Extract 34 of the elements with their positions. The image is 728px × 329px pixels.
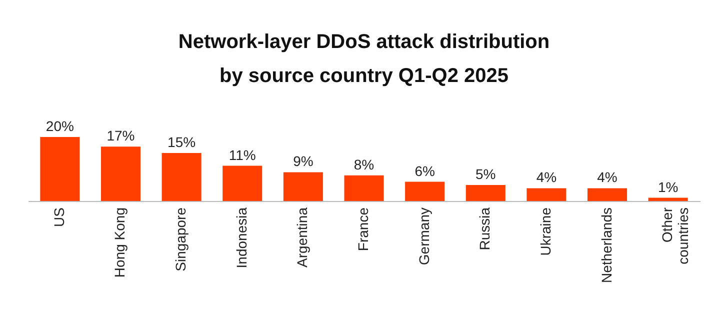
data-label: 5% — [476, 166, 496, 182]
data-label: 11% — [228, 146, 256, 163]
data-label: 4% — [536, 169, 557, 186]
x-tick-label: Other countries — [659, 207, 692, 264]
bar — [100, 146, 141, 201]
x-tick-label: Indonesia — [233, 207, 250, 268]
data-label: 9% — [293, 153, 314, 170]
x-tick-label: Netherlands — [598, 208, 614, 283]
bar — [222, 166, 262, 201]
chart-title: Network-layer DDoS attack distribution by source country Q1-Q2 2025 — [178, 31, 550, 87]
data-label: 6% — [414, 162, 435, 179]
x-tick-label: Singapore — [172, 207, 189, 272]
bar — [283, 172, 323, 201]
x-tick-label: US — [50, 208, 67, 227]
data-label: 4% — [597, 169, 618, 186]
x-tick-label: Argentina — [294, 207, 310, 268]
bar — [405, 182, 445, 201]
bar — [40, 137, 80, 201]
data-label: 17% — [106, 128, 135, 144]
bar — [466, 185, 506, 201]
data-label: 1% — [658, 178, 678, 195]
x-tick-label: Russia — [476, 207, 493, 250]
data-label: 15% — [168, 134, 196, 150]
x-tick-label: France — [355, 207, 371, 252]
bar — [587, 188, 628, 201]
bar — [526, 188, 566, 201]
data-label: 8% — [354, 156, 374, 172]
data-label: 20% — [46, 118, 74, 134]
x-tick-label: Germany — [416, 208, 432, 266]
x-tick-label: Hong Kong — [112, 208, 128, 278]
bar — [162, 153, 202, 201]
bar — [648, 198, 688, 201]
x-tick-label: Ukraine — [537, 207, 554, 256]
bar — [344, 175, 384, 201]
